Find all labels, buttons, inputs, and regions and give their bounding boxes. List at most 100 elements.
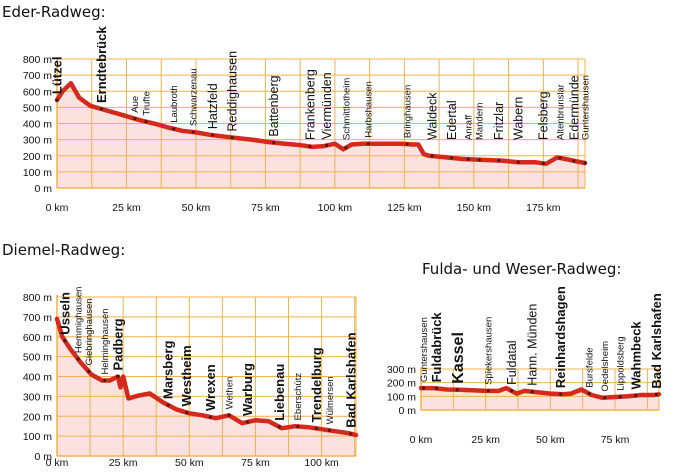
eder-place-marker [344, 146, 348, 150]
eder-place-label: Hatzfeld [206, 83, 220, 129]
eder-place-label: Anraff [464, 114, 475, 140]
diemel-place-marker [208, 415, 213, 419]
fulda-weser-place-label: Wahmbeck [628, 321, 643, 390]
diemel-y-tick-label: 0 m [34, 451, 52, 463]
fulda-weser-y-tick-label: 200 m [387, 378, 416, 390]
eder-place-marker [272, 140, 276, 145]
diemel-y-tick-label: 200 m [23, 411, 52, 423]
eder-place-label: Edertal [445, 100, 459, 140]
eder-place-label: Reddighausen [225, 51, 239, 132]
diemel-place-marker [185, 410, 189, 415]
eder-place-marker [324, 143, 329, 148]
fulda-weser-place-label: Bad Karlshafen [649, 293, 664, 388]
eder-place-label: Waldeck [426, 92, 440, 140]
fulda-weser-place-marker [434, 386, 439, 391]
eder-place-label: Erndtebrück [94, 26, 109, 103]
eder-x-tick-label: 75 km [251, 202, 280, 214]
diemel-place-marker [296, 424, 300, 428]
fulda-weser-place-marker [587, 392, 591, 396]
diemel-radweg-chart: Diemel-Radweg: 0 m 100 m 200 m 300 m 400 m 500… [2, 241, 358, 469]
diemel-place-marker [227, 413, 231, 417]
diemel-elevation-line [54, 316, 359, 438]
eder-place-label: Schwarzenau [189, 68, 200, 126]
eder-place-label: Schmittlotheim [341, 78, 352, 140]
fulda-weser-title: Fulda- und Weser-Radweg: [422, 260, 621, 278]
fulda-weser-place-marker [486, 389, 490, 393]
eder-y-tick-label: 300 m [23, 135, 52, 147]
fulda-weser-place-label: Reinhardshagen [553, 286, 568, 388]
eder-place-marker [172, 127, 176, 131]
eder-title: Eder-Radweg: [2, 3, 106, 21]
diemel-place-label: Eberschütz [293, 373, 304, 421]
diemel-elevation-area [57, 318, 356, 456]
diemel-place-label: Hemmighausen [74, 287, 85, 354]
diemel-y-tick-label: 300 m [23, 391, 52, 403]
eder-place-label: Aue [130, 96, 141, 113]
eder-place-label: Trufte [141, 91, 152, 115]
diemel-place-marker [166, 403, 170, 407]
eder-x-tick-label: 125 km [387, 202, 422, 214]
fulda-weser-place-label: Hann. Münden [526, 304, 540, 386]
eder-place-label: Edermünde [567, 75, 581, 140]
eder-place-label: Viermünden [320, 72, 334, 139]
diemel-place-marker [76, 357, 80, 361]
eder-place-label: Mandern [475, 103, 486, 141]
diemel-x-tick-label: 0 km [46, 457, 69, 469]
diemel-place-label: Wrexen [203, 364, 218, 411]
fulda-weser-place-marker [530, 390, 534, 394]
diemel-y-tick-label: 400 m [23, 372, 52, 384]
eder-place-marker [541, 161, 545, 166]
eder-place-marker [405, 142, 409, 146]
eder-place-marker [558, 156, 562, 160]
fulda-weser-place-marker [455, 388, 459, 392]
eder-place-marker [308, 144, 312, 149]
eder-elevation-line [54, 80, 588, 167]
eder-x-tick-label: 25 km [112, 202, 141, 214]
diemel-place-marker [63, 339, 67, 343]
diemel-place-label: Giebringhausen [84, 298, 95, 365]
fulda-weser-place-marker [634, 393, 638, 398]
eder-place-marker [133, 117, 137, 121]
eder-y-tick-label: 0 m [34, 183, 52, 195]
eder-place-marker [583, 161, 587, 165]
eder-x-tick-label: 100 km [318, 202, 353, 214]
eder-x-tick-label: 175 km [526, 202, 561, 214]
eder-y-tick-label: 500 m [23, 102, 52, 114]
eder-place-marker [55, 98, 59, 102]
fulda-weser-place-marker [421, 386, 426, 390]
diemel-place-marker [116, 374, 120, 379]
eder-place-marker [144, 120, 148, 124]
eder-place-label: Guntershausen [580, 75, 591, 140]
eder-place-label: Harbshausen [364, 81, 375, 138]
eder-place-label: Bringhausen [403, 85, 414, 138]
eder-place-marker [477, 158, 481, 162]
fulda-weser-place-label: Spiekershausen [484, 317, 495, 385]
eder-radweg-chart: Eder-Radweg: 0 m 100 m 200 m 300 m 400 m 500 m… [2, 3, 591, 214]
eder-y-tick-label: 200 m [23, 151, 52, 163]
eder-place-marker [450, 156, 454, 160]
diemel-place-label: Trendelburg [309, 347, 324, 422]
eder-y-tick-label: 400 m [23, 119, 52, 131]
fulda-weser-elevation-area [421, 388, 659, 410]
fulda-weser-y-tick-label: 300 m [387, 364, 416, 376]
diemel-y-tick-label: 100 m [23, 431, 52, 443]
diemel-y-tick-label: 600 m [23, 332, 52, 344]
eder-place-marker [466, 157, 470, 161]
diemel-y-tick-label: 800 m [23, 292, 52, 304]
eder-x-tick-label: 50 km [182, 202, 211, 214]
fulda-weser-place-label: Bursfelde [585, 347, 596, 387]
eder-place-label: Felsberg [537, 91, 551, 140]
fulda-weser-x-tick-label: 0 km [410, 434, 433, 446]
diemel-place-marker [314, 426, 318, 430]
eder-y-tick-label: 100 m [23, 167, 52, 179]
fulda-weser-y-tick-label: 0 m [398, 405, 416, 417]
fulda-weser-place-marker [654, 393, 659, 397]
eder-place-label: Altenbrunslar [555, 84, 566, 140]
fulda-weser-place-label: Lippoldsberg [616, 336, 627, 390]
fulda-weser-place-marker [618, 395, 622, 399]
diemel-place-label: Westheim [179, 345, 194, 406]
eder-y-tick-label: 800 m [23, 54, 52, 66]
eder-place-label: Frankenberg [303, 69, 317, 140]
eder-y-tick-label: 600 m [23, 86, 52, 98]
